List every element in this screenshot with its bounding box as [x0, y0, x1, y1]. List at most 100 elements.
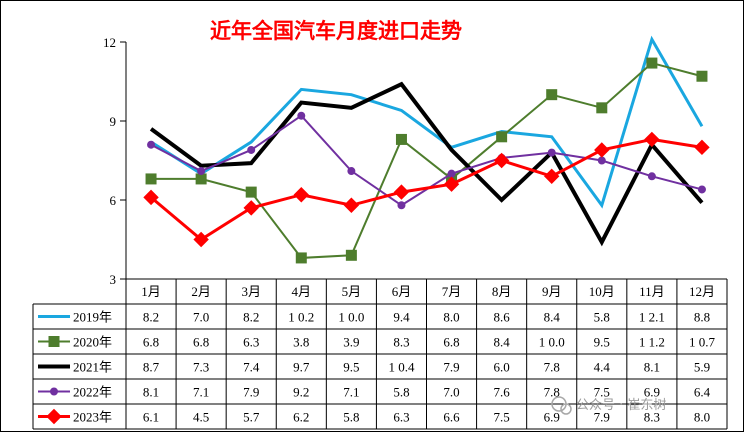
- legend-entry-2023年: 2023年: [38, 408, 112, 425]
- point-2023年-5: [393, 184, 410, 200]
- table-cell: 9.2: [293, 385, 309, 400]
- point-2022年-3: [297, 111, 306, 120]
- table-cell: 9.5: [594, 335, 610, 350]
- table-cell: 8.3: [393, 335, 409, 350]
- series-line: [150, 35, 704, 209]
- table-cell: 6.8: [143, 335, 159, 350]
- table-cell: 5.9: [694, 360, 710, 375]
- table-cell: 9.7: [293, 360, 310, 375]
- table-cell: 7.9: [243, 385, 259, 400]
- x-tick-label: 5月: [342, 284, 362, 299]
- point-2020年-4: [345, 249, 357, 261]
- table-cell: 7.8: [544, 360, 560, 375]
- table-cell: 6.0: [494, 360, 510, 375]
- series-2019年: [150, 35, 704, 209]
- point-legend: [50, 387, 58, 396]
- table-cell: 7.4: [243, 360, 260, 375]
- table-cell: 9.4: [393, 310, 410, 325]
- series-2022年: [147, 111, 706, 210]
- table-cell: 8.4: [544, 310, 561, 325]
- legend-entry-2019年: 2019年: [38, 310, 112, 325]
- point-2020年-1: [195, 173, 207, 185]
- series-2023年: [143, 131, 710, 248]
- legend-label: 2021年: [73, 360, 112, 375]
- table-cell: 6.2: [293, 410, 309, 425]
- table-cell: 8.0: [694, 410, 710, 425]
- table-cell: 6.8: [193, 335, 209, 350]
- table-cell: 1 0.2: [288, 310, 314, 325]
- point-2020年-3: [295, 252, 307, 264]
- point-2022年-8: [547, 148, 556, 157]
- table-cell: 8.3: [644, 410, 660, 425]
- table-cell: 6.1: [143, 410, 159, 425]
- legend-entry-2021年: 2021年: [38, 360, 112, 375]
- point-2020年-0: [145, 173, 157, 185]
- x-tick-label: 1月: [141, 284, 161, 299]
- legend-label: 2019年: [73, 310, 112, 325]
- y-tick-label: 3: [110, 272, 117, 287]
- point-2022年-1: [197, 167, 206, 176]
- table-cell: 8.6: [494, 310, 511, 325]
- table-cell: 4.4: [594, 360, 611, 375]
- watermark: 公众号 · 崔东树: [551, 396, 666, 415]
- point-2023年-0: [143, 189, 159, 206]
- table-cell: 8.4: [494, 335, 511, 350]
- table-cell: 3.8: [293, 335, 309, 350]
- table-cell: 6.9: [644, 385, 660, 400]
- y-tick-label: 9: [110, 114, 117, 129]
- series-2020年: [145, 57, 708, 264]
- point-legend: [48, 336, 60, 347]
- point-2023年-2: [243, 200, 259, 216]
- point-2020年-9: [596, 102, 608, 114]
- table-cell: 7.1: [193, 385, 209, 400]
- point-2023年-1: [193, 231, 209, 248]
- series-line: [150, 137, 703, 242]
- y-tick-label: 12: [103, 35, 116, 50]
- legend-label: 2022年: [73, 385, 112, 400]
- wechat-icon-bubble: [560, 403, 572, 415]
- series-line: [151, 61, 703, 259]
- point-2020年-2: [245, 186, 257, 198]
- table-cell: 6.6: [443, 410, 460, 425]
- point-2022年-5: [397, 201, 406, 210]
- x-tick-label: 12月: [689, 284, 715, 299]
- series-line: [149, 81, 704, 247]
- table-cell: 7.3: [193, 360, 209, 375]
- point-2020年-11: [696, 70, 708, 82]
- x-tick-label: 2月: [191, 284, 211, 299]
- point-2022年-6: [447, 169, 456, 178]
- legend-label: 2020年: [73, 335, 112, 350]
- point-2023年-4: [343, 197, 360, 213]
- y-tick-label: 6: [110, 193, 117, 208]
- table-cell: 7.9: [443, 360, 459, 375]
- point-2022年-4: [347, 167, 356, 176]
- point-2023年-9: [594, 142, 610, 158]
- x-tick-label: 10月: [589, 284, 615, 299]
- point-2022年-2: [247, 145, 256, 154]
- point-2020年-10: [646, 57, 658, 69]
- legend-entry-2020年: 2020年: [38, 335, 112, 350]
- point-2020年-5: [395, 133, 407, 145]
- data-table: 1月 2月 3月 4月 5月 6月 7月 8月 9月 10月 11月 12月 2019年 8.2 7.0 8.…: [32, 278, 728, 430]
- table-cell: 6.3: [393, 410, 409, 425]
- x-tick-label: 6月: [392, 284, 412, 299]
- point-2023年-10: [644, 131, 660, 148]
- table-cell: 5.7: [243, 410, 260, 425]
- table-cell: 8.8: [694, 310, 710, 325]
- table-cell: 8.0: [443, 310, 459, 325]
- point-2023年-3: [293, 187, 309, 203]
- point-2022年-11: [697, 185, 706, 194]
- table-cell: 5.8: [343, 410, 359, 425]
- table-cell: 1 0.0: [539, 335, 565, 350]
- table-cell: 1 2.1: [639, 310, 665, 325]
- table-cell: 3.9: [343, 335, 359, 350]
- plot-area: [143, 35, 710, 264]
- x-tick-label: 8月: [492, 284, 512, 299]
- point-2022年-0: [147, 140, 156, 149]
- series-2021年: [149, 81, 704, 247]
- table-cell: 7.5: [494, 410, 510, 425]
- x-tick-label: 4月: [292, 284, 312, 299]
- table-cell: 6.8: [443, 335, 459, 350]
- chart-title: 近年全国汽车月度进口走势: [210, 19, 462, 43]
